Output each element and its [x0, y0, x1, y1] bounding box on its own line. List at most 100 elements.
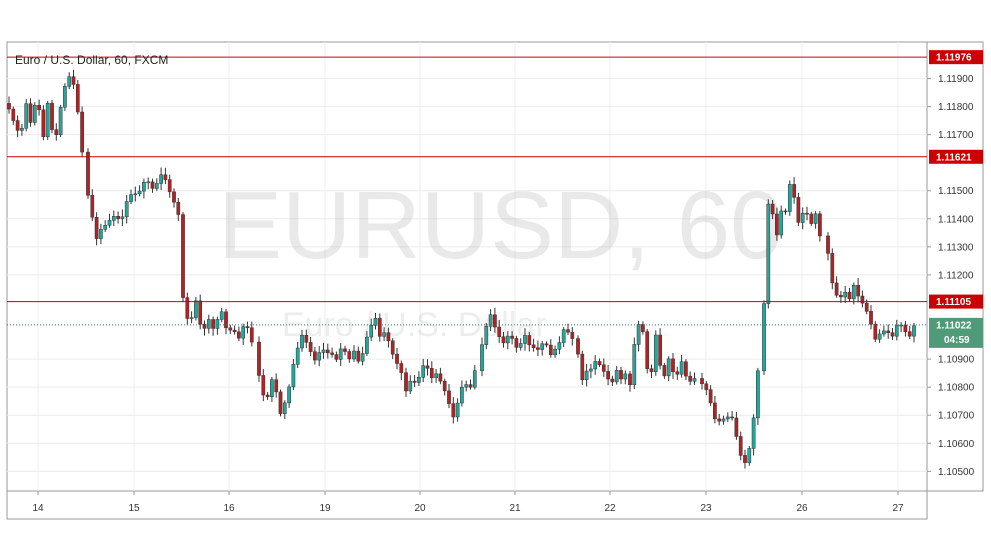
y-tick-label: 1.11200 — [938, 270, 974, 281]
y-tick-label: 1.11400 — [938, 214, 974, 225]
candle — [666, 356, 671, 382]
candle-body — [347, 351, 352, 360]
time-axis[interactable] — [6, 490, 928, 520]
candle-body — [11, 108, 16, 121]
candle — [365, 331, 369, 357]
watermark-symbol: EURUSD, 60 — [218, 172, 784, 279]
candle-body — [809, 213, 814, 224]
x-tick-label: 26 — [796, 503, 808, 514]
candle-body — [154, 183, 159, 189]
candle — [783, 208, 788, 215]
candle — [830, 248, 835, 290]
candle — [334, 351, 339, 363]
candle-body — [636, 324, 641, 345]
candle — [291, 359, 296, 391]
candle-body — [365, 336, 369, 354]
candle-body — [614, 370, 619, 383]
candle-body — [619, 370, 623, 380]
candle-body — [593, 361, 598, 370]
candle-body — [649, 368, 654, 372]
candle — [497, 319, 502, 343]
candle — [531, 338, 536, 352]
candle — [721, 415, 726, 425]
candle-body — [167, 179, 172, 193]
candle — [71, 69, 76, 90]
candle-body — [601, 364, 606, 372]
candle — [464, 380, 469, 392]
candle — [584, 363, 589, 387]
candle-body — [75, 84, 80, 113]
candle — [304, 329, 309, 349]
candle-body — [257, 341, 261, 376]
candle — [792, 177, 796, 204]
candle-body — [287, 386, 291, 404]
candle — [442, 378, 447, 396]
candle-body — [80, 111, 84, 153]
candle-body — [480, 344, 484, 371]
candle — [561, 327, 566, 348]
candle-body — [796, 197, 801, 223]
candle-body — [597, 361, 602, 365]
candle — [308, 336, 313, 357]
candle-body — [882, 330, 886, 335]
candle — [438, 367, 443, 385]
level-price-label: 1.11621 — [936, 152, 972, 163]
price-axis[interactable] — [926, 41, 984, 492]
candle — [505, 331, 510, 350]
candle — [163, 167, 168, 185]
x-tick-label: 15 — [128, 503, 140, 514]
candle — [540, 340, 545, 356]
candle-body — [20, 127, 24, 131]
candle — [734, 411, 739, 440]
candle-body — [514, 338, 519, 348]
price-ticks: 1.10500 1.10600 1.10700 1.10800 1.10900 1.112… — [927, 74, 975, 478]
candle-body — [756, 370, 760, 419]
candle — [321, 342, 326, 359]
candle-body — [270, 379, 274, 398]
candle-body — [540, 343, 545, 350]
candle — [447, 384, 451, 409]
candle-body — [274, 379, 279, 393]
candle-body — [751, 417, 756, 449]
y-tick-label: 1.10800 — [938, 383, 975, 394]
candle — [137, 185, 142, 197]
candle — [779, 205, 784, 239]
candle-body — [232, 329, 237, 333]
candle-body — [787, 184, 792, 212]
candle-body — [869, 311, 873, 325]
candle — [843, 285, 848, 303]
candle-body — [120, 216, 125, 219]
plot-area[interactable] — [6, 41, 928, 492]
candle-body — [632, 344, 637, 386]
candle-body — [215, 319, 220, 329]
candle-body — [237, 331, 241, 339]
candle — [580, 350, 585, 385]
candle — [679, 354, 684, 378]
candle — [653, 330, 658, 376]
candle — [54, 123, 59, 141]
candle-body — [839, 294, 843, 298]
candle-body — [399, 363, 404, 373]
bar-countdown: 04:59 — [944, 335, 970, 346]
candle-body — [451, 403, 456, 418]
candle-body — [645, 331, 650, 369]
candle-body — [864, 302, 869, 312]
watermark: EURUSD, 60 Euro / U.S. Dollar — [218, 172, 784, 344]
candle — [111, 210, 116, 227]
candle — [317, 346, 322, 367]
candle — [839, 291, 843, 303]
candle — [360, 346, 365, 366]
candle — [877, 329, 882, 343]
candle-body — [146, 181, 151, 184]
candle — [484, 323, 489, 350]
candle — [610, 375, 615, 387]
candle — [28, 98, 33, 127]
candle — [429, 361, 434, 384]
candle — [894, 319, 899, 341]
candle — [219, 308, 224, 323]
candle — [116, 211, 120, 224]
candle-body — [224, 311, 228, 329]
candle — [725, 412, 730, 423]
candle-body — [313, 351, 317, 361]
